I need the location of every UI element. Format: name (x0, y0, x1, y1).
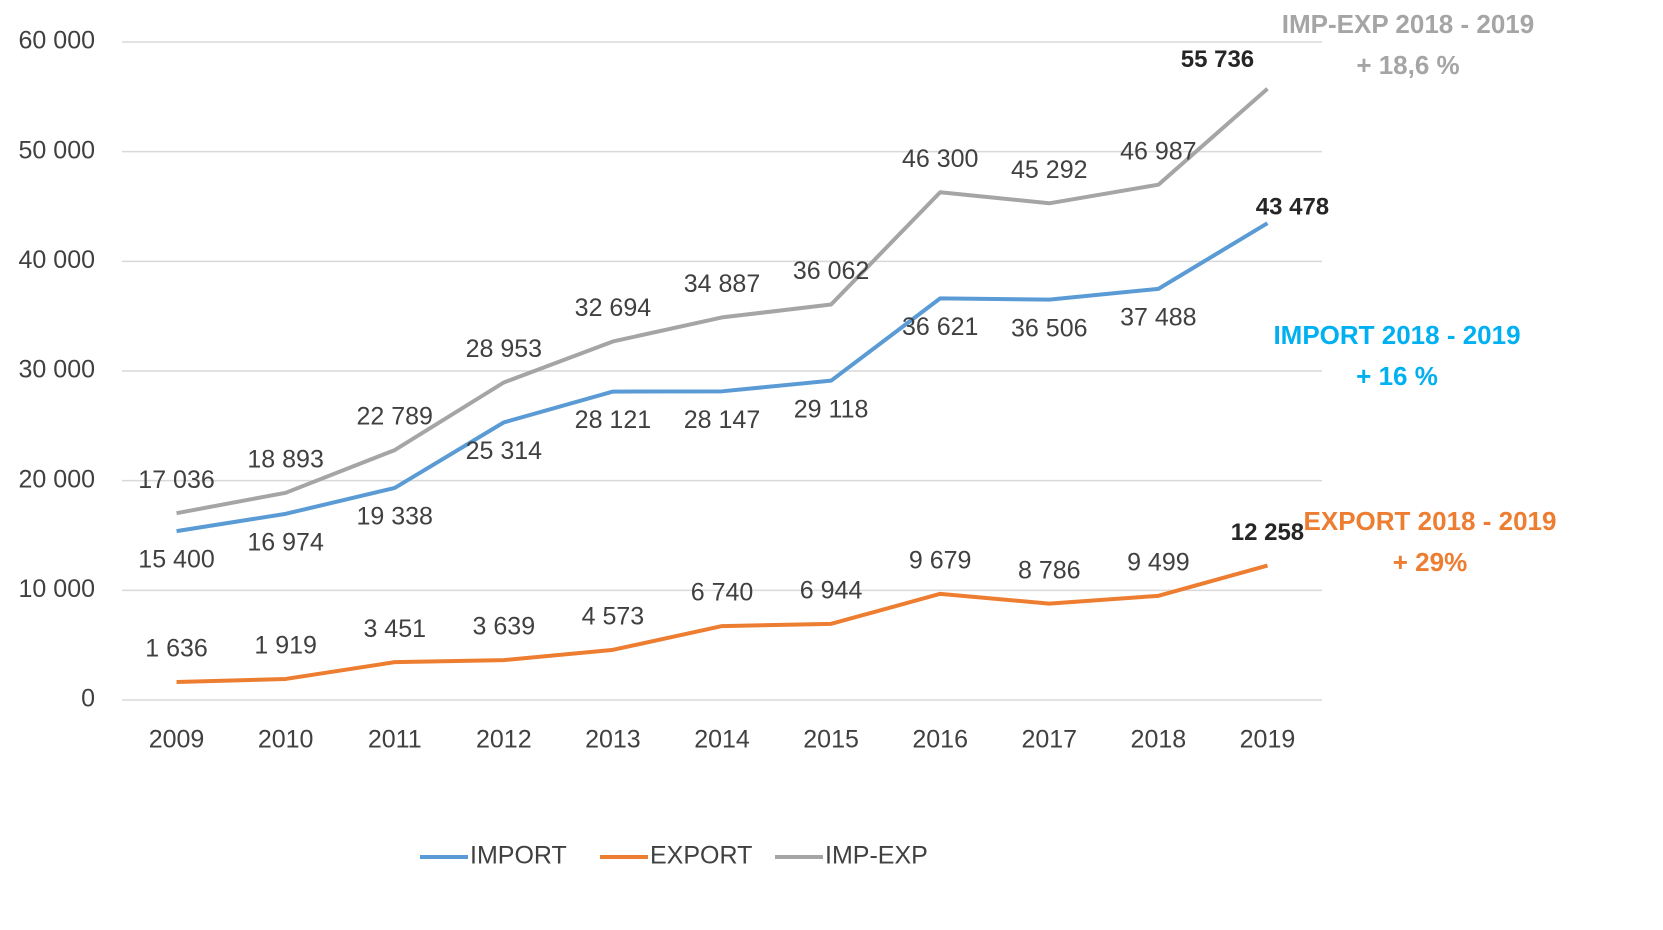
y-tick-label: 60 000 (19, 27, 95, 55)
data-label: 29 118 (794, 395, 869, 423)
x-tick-label: 2012 (476, 726, 532, 754)
data-label: 17 036 (138, 466, 214, 494)
x-tick-label: 2018 (1131, 726, 1187, 754)
data-label: 12 258 (1231, 519, 1304, 546)
series-line (176, 563, 1268, 685)
annotation: + 16 % (1356, 361, 1438, 391)
data-label: 3 639 (473, 613, 536, 641)
data-label: 46 987 (1120, 137, 1196, 165)
x-tick-label: 2014 (694, 726, 750, 754)
x-tick-label: 2017 (1021, 726, 1077, 754)
annotation: EXPORT 2018 - 2019 (1304, 506, 1557, 536)
legend-label: EXPORT (650, 842, 752, 870)
x-tick-label: 2016 (912, 726, 968, 754)
data-label: 46 300 (902, 145, 978, 173)
data-label: 3 451 (363, 615, 426, 643)
data-label: 19 338 (356, 503, 432, 531)
y-tick-label: 40 000 (19, 246, 95, 274)
x-tick-label: 2015 (803, 726, 859, 754)
x-tick-label: 2019 (1240, 726, 1296, 754)
data-label: 43 478 (1256, 194, 1329, 221)
x-tick-label: 2009 (149, 726, 205, 754)
data-label: 6 740 (691, 579, 754, 607)
data-label: 36 062 (793, 257, 869, 285)
data-label: 25 314 (466, 437, 543, 465)
annotation: IMPORT 2018 - 2019 (1273, 320, 1520, 350)
data-label: 9 679 (909, 546, 972, 574)
x-tick-label: 2013 (585, 726, 641, 754)
data-label: 15 400 (138, 546, 214, 574)
annotation: IMP-EXP 2018 - 2019 (1282, 9, 1534, 39)
legend-label: IMPORT (470, 842, 567, 870)
data-label: 32 694 (575, 294, 652, 322)
data-label: 9 499 (1127, 548, 1190, 576)
data-label: 45 292 (1011, 156, 1087, 184)
data-label: 1 919 (254, 632, 317, 660)
data-label: 18 893 (247, 445, 323, 473)
y-tick-label: 30 000 (19, 356, 95, 384)
y-tick-label: 20 000 (19, 465, 95, 493)
data-label: 55 736 (1181, 46, 1254, 73)
data-label: 28 147 (684, 406, 760, 434)
data-label: 1 636 (145, 635, 208, 663)
y-tick-label: 0 (81, 685, 95, 713)
data-label: 36 506 (1011, 314, 1087, 342)
x-tick-label: 2011 (368, 726, 422, 754)
data-label: 22 789 (356, 403, 432, 431)
data-label: 36 621 (902, 313, 978, 341)
series-line (176, 221, 1269, 534)
annotation: + 29% (1393, 547, 1467, 577)
data-label: 6 944 (800, 576, 863, 604)
series-line (176, 87, 1269, 516)
y-tick-label: 50 000 (19, 136, 95, 164)
annotation: + 18,6 % (1356, 50, 1459, 80)
legend-label: IMP-EXP (825, 842, 928, 870)
x-tick-label: 2010 (258, 726, 314, 754)
data-label: 4 573 (582, 602, 645, 630)
data-label: 37 488 (1120, 303, 1196, 331)
data-label: 16 974 (247, 528, 324, 556)
data-label: 34 887 (684, 270, 760, 298)
y-tick-label: 10 000 (19, 575, 95, 603)
data-label: 28 953 (466, 335, 542, 363)
data-label: 28 121 (575, 406, 651, 434)
data-label: 8 786 (1018, 556, 1081, 584)
